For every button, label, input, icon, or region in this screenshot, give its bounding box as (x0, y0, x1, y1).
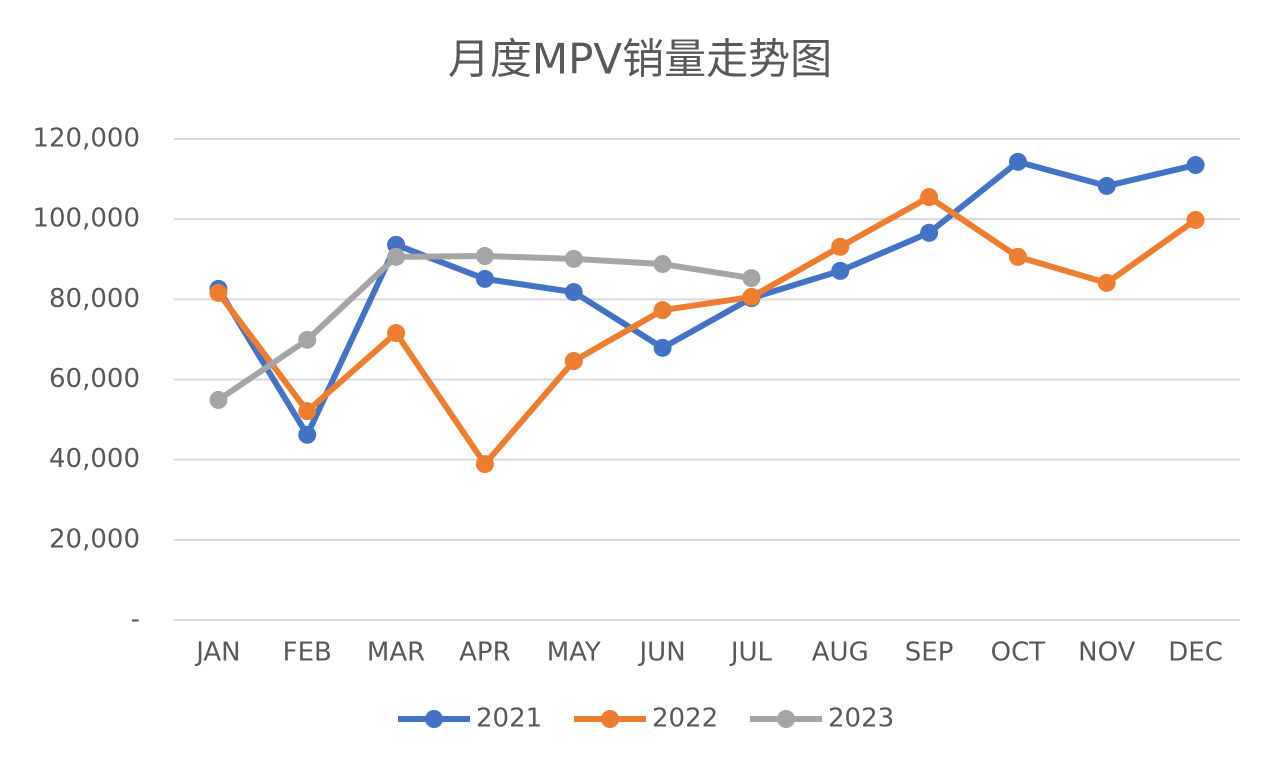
legend-marker (601, 710, 619, 728)
y-tick-label: 80,000 (49, 284, 140, 314)
y-tick-label: 100,000 (32, 204, 140, 234)
data-point (1008, 152, 1027, 171)
data-point (742, 287, 761, 306)
x-tick-label: DEC (1168, 638, 1223, 668)
data-point (831, 261, 850, 280)
x-tick-label: OCT (991, 638, 1046, 668)
legend-marker (425, 710, 443, 728)
legend-label: 2022 (652, 704, 718, 734)
data-point (564, 352, 583, 371)
data-point (564, 283, 583, 302)
x-tick-label: FEB (283, 638, 332, 668)
data-point (653, 338, 672, 357)
x-tick-label: MAY (547, 638, 601, 668)
data-point (298, 402, 317, 421)
x-tick-label: JUL (729, 638, 773, 668)
legend-label: 2021 (476, 704, 542, 734)
x-tick-label: AUG (812, 638, 869, 668)
data-point (1008, 247, 1027, 266)
x-tick-label: JAN (194, 638, 240, 668)
x-tick-label: JUN (638, 638, 686, 668)
data-point (475, 247, 494, 266)
data-point (564, 249, 583, 268)
data-point (653, 255, 672, 274)
data-point (653, 301, 672, 320)
x-tick-label: NOV (1078, 638, 1135, 668)
y-tick-label: - (131, 605, 140, 635)
data-point (209, 283, 228, 302)
data-point (1097, 273, 1116, 292)
y-tick-label: 40,000 (49, 444, 140, 474)
data-point (742, 269, 761, 288)
data-point (475, 455, 494, 474)
legend-marker (777, 710, 795, 728)
data-point (209, 390, 228, 409)
data-point (920, 223, 939, 242)
data-point (1186, 210, 1205, 229)
y-tick-label: 120,000 (32, 124, 140, 154)
legend-label: 2023 (828, 704, 894, 734)
data-point (475, 269, 494, 288)
data-point (920, 188, 939, 207)
y-tick-label: 60,000 (49, 364, 140, 394)
data-point (298, 330, 317, 349)
x-tick-label: SEP (905, 638, 954, 668)
x-tick-label: MAR (367, 638, 425, 668)
data-point (298, 425, 317, 444)
series-line (215, 158, 1197, 438)
series-line (216, 194, 1198, 468)
chart-title: 月度MPV销量走势图 (448, 35, 832, 84)
data-point (1097, 176, 1116, 195)
data-point (1186, 156, 1205, 175)
data-point (387, 247, 406, 266)
data-point (831, 237, 850, 256)
x-tick-label: APR (459, 638, 511, 668)
data-point (387, 324, 406, 343)
y-tick-label: 20,000 (49, 524, 140, 554)
